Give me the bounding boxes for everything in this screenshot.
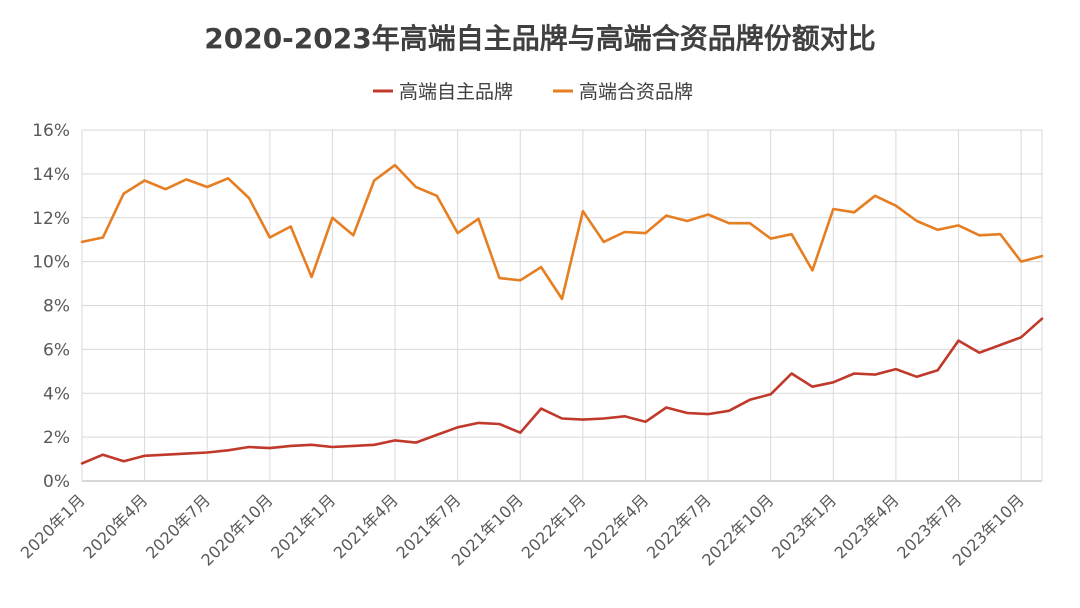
series-layer [80, 163, 1044, 465]
legend-label-0: 高端自主品牌 [399, 81, 513, 103]
y-tick-label: 14% [32, 165, 70, 185]
y-tick-label: 16% [32, 121, 70, 141]
series-line-0 [80, 317, 1044, 465]
x-tick-label: 2022年4月 [580, 490, 652, 562]
y-tick-label: 6% [43, 340, 70, 360]
x-axis-ticks: 2020年1月2020年4月2020年7月2020年10月2021年1月2021… [17, 490, 1028, 569]
series-line-1 [80, 163, 1044, 301]
y-axis-ticks: 0% 2% 4% 6% 8% 10% 12% 14% 16% [32, 121, 70, 492]
y-tick-label: 12% [32, 209, 70, 229]
x-tick-label: 2021年1月 [267, 490, 339, 562]
y-tick-label: 2% [43, 428, 70, 448]
y-tick-label: 0% [43, 472, 70, 492]
chart-title: 2020-2023年高端自主品牌与高端合资品牌份额对比 [204, 22, 875, 55]
y-tick-label: 8% [43, 297, 70, 317]
grid [81, 129, 1043, 482]
x-tick-label: 2020年1月 [17, 490, 89, 562]
legend-label-1: 高端合资品牌 [579, 81, 693, 103]
x-tick-label: 2022年1月 [518, 490, 590, 562]
y-tick-label: 4% [43, 384, 70, 404]
x-tick-label: 2020年4月 [79, 490, 151, 562]
y-tick-label: 10% [32, 253, 70, 273]
legend: 高端自主品牌 高端合资品牌 [373, 81, 693, 103]
x-tick-label: 2023年1月 [768, 490, 840, 562]
x-tick-label: 2023年4月 [831, 490, 903, 562]
x-tick-label: 2021年4月 [330, 490, 402, 562]
